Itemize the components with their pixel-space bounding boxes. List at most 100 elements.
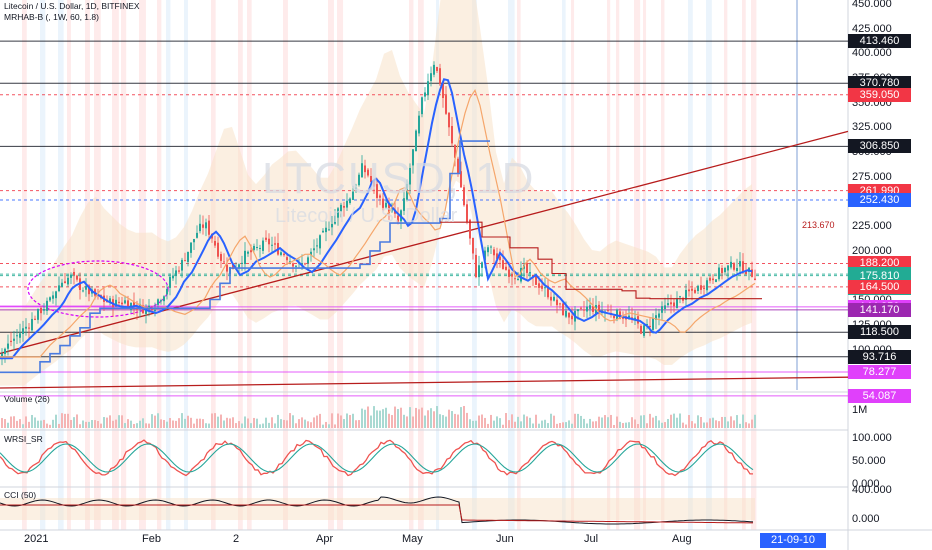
x-label-2021: 2021 — [24, 533, 49, 545]
candle-body — [88, 285, 90, 295]
candle-body — [451, 125, 453, 144]
candle-body — [691, 288, 693, 291]
volume-bar — [334, 424, 336, 428]
candle-body — [715, 279, 717, 282]
candle-body — [220, 254, 222, 261]
candle-body — [550, 296, 552, 301]
price-label-1: 370.780 — [848, 76, 911, 91]
watermark-name: Litecoin / U.S. Dollar — [275, 205, 458, 227]
candle-body — [673, 302, 675, 307]
volume-bar — [214, 413, 216, 428]
candle-body — [736, 268, 738, 272]
candle-body — [388, 204, 390, 213]
stoch-tick-100: 100.000 — [852, 432, 892, 444]
stoch-tick-50: 50.000 — [852, 455, 886, 467]
candle-body — [247, 251, 249, 254]
volume-bar — [298, 419, 300, 428]
volume-bar — [43, 419, 45, 428]
volume-bar — [232, 417, 234, 428]
x-label-mar: 2 — [233, 533, 240, 545]
candle-body — [745, 270, 747, 275]
volume-bar — [343, 419, 345, 428]
volume-bar — [694, 423, 696, 428]
volume-bar — [622, 423, 624, 428]
candle-body — [421, 97, 423, 115]
y-tick-5: 325.000 — [852, 121, 892, 134]
x-label-jun: Jun — [496, 533, 514, 545]
candle-body — [511, 274, 513, 277]
candle-body — [16, 335, 18, 337]
volume-bar — [223, 420, 225, 428]
candle-body — [535, 275, 537, 285]
volume-bar — [316, 415, 318, 428]
shade-band — [751, 0, 757, 530]
volume-bar — [412, 416, 414, 428]
volume-bar — [505, 413, 507, 428]
candle-body — [292, 263, 294, 267]
volume-bar — [589, 418, 591, 428]
volume-bar — [328, 424, 330, 428]
volume-bar — [157, 413, 159, 428]
volume-bar — [538, 423, 540, 428]
candle-body — [529, 272, 531, 274]
volume-bar — [97, 421, 99, 428]
candle-body — [64, 281, 66, 284]
volume-bar — [376, 410, 378, 428]
trailing-stop-line — [0, 140, 490, 374]
horizontal-levels — [0, 40, 848, 397]
price-label-16: 54.087 — [848, 388, 911, 403]
candle-body — [364, 165, 366, 173]
volume-bar — [673, 413, 675, 428]
candle-body — [274, 243, 276, 245]
x-label-feb: Feb — [142, 533, 161, 545]
candle-body — [361, 163, 363, 178]
volume-bar — [79, 424, 81, 428]
volume-bar — [391, 415, 393, 428]
candle-body — [40, 307, 42, 314]
candle-body — [67, 277, 69, 285]
candle-body — [454, 145, 456, 158]
shade-band — [436, 0, 440, 530]
cci-tick-0: 0.000 — [852, 513, 880, 525]
candle-body — [172, 275, 174, 279]
candle-body — [589, 305, 591, 309]
volume-bar — [655, 415, 657, 428]
price-label-15: 78.277 — [848, 364, 911, 379]
volume-bar — [709, 418, 711, 428]
candle-body — [586, 306, 588, 312]
volume-bar — [142, 418, 144, 428]
volume-bar — [742, 414, 744, 428]
candle-body — [655, 315, 657, 320]
volume-bar — [610, 414, 612, 428]
volume-bar — [244, 416, 246, 428]
candle-body — [541, 285, 543, 289]
candle-body — [427, 81, 429, 96]
volume-bar — [58, 423, 60, 428]
volume-bar — [88, 421, 90, 428]
candle-body — [52, 295, 54, 299]
volume-bar — [598, 416, 600, 428]
volume-bar — [151, 414, 153, 428]
candle-body — [319, 235, 321, 249]
volume-bar — [646, 423, 648, 428]
volume-bar — [310, 422, 312, 428]
volume-bar — [472, 420, 474, 428]
candle-body — [157, 299, 159, 305]
candle-body — [613, 315, 615, 319]
volume-bar — [679, 413, 681, 428]
volume-bar — [238, 421, 240, 428]
candle-body — [556, 299, 558, 306]
volume-bar — [577, 413, 579, 428]
candle-body — [7, 343, 9, 349]
candle-body — [697, 285, 699, 291]
candle-body — [718, 267, 720, 280]
candle-body — [487, 247, 489, 253]
volume-bar — [451, 411, 453, 428]
candle-body — [379, 195, 381, 198]
slow-ma-line — [0, 88, 756, 358]
volume-bar — [208, 423, 210, 428]
candle-body — [484, 250, 486, 261]
volume-bar — [124, 423, 126, 428]
candle-body — [355, 187, 357, 189]
